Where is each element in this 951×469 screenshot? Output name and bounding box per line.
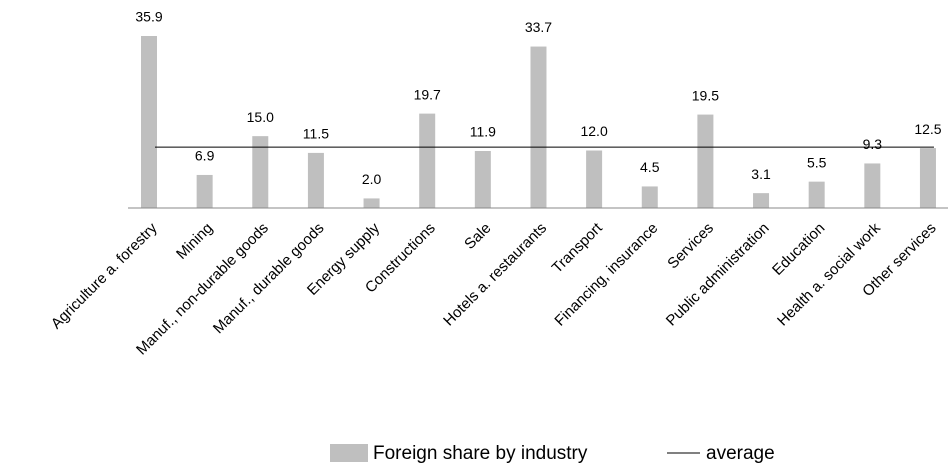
bar bbox=[196, 174, 213, 208]
bar bbox=[141, 36, 157, 208]
data-label: 3.1 bbox=[751, 166, 771, 182]
bar bbox=[641, 186, 658, 208]
data-label: 35.9 bbox=[135, 9, 162, 25]
legend-label: Foreign share by industry bbox=[373, 443, 588, 464]
x-tick-label: Hotels a. restaurants bbox=[440, 220, 550, 330]
x-tick-label: Services bbox=[664, 220, 717, 273]
bar bbox=[530, 46, 547, 208]
bar bbox=[586, 150, 603, 208]
bar bbox=[363, 198, 380, 208]
bar bbox=[419, 113, 436, 208]
bar bbox=[474, 150, 491, 208]
bar bbox=[697, 114, 714, 208]
data-label: 15.0 bbox=[247, 109, 274, 125]
legend-label: average bbox=[706, 443, 775, 464]
legend-swatch bbox=[330, 444, 368, 462]
data-label: 11.5 bbox=[303, 126, 329, 142]
data-label: 11.9 bbox=[470, 124, 496, 140]
x-tick-label: Health a. social work bbox=[774, 219, 884, 329]
x-tick-label: Manuf., durable goods bbox=[210, 220, 328, 338]
bar bbox=[919, 148, 936, 208]
data-label: 12.5 bbox=[914, 121, 941, 137]
data-label: 5.5 bbox=[807, 154, 827, 170]
x-tick-label: Public administration bbox=[663, 220, 773, 330]
x-tick-label: Agriculture a. forestry bbox=[48, 219, 161, 332]
bar bbox=[753, 193, 770, 208]
x-tick-label: Transport bbox=[549, 219, 607, 277]
data-label: 19.7 bbox=[414, 86, 441, 102]
data-label: 12.0 bbox=[580, 123, 607, 139]
x-tick-label: Education bbox=[769, 220, 828, 279]
x-tick-label: Sale bbox=[461, 220, 494, 253]
data-label: 6.9 bbox=[195, 148, 215, 164]
bar bbox=[252, 136, 269, 208]
data-label: 9.3 bbox=[863, 136, 883, 152]
data-label: 4.5 bbox=[640, 159, 660, 175]
bar bbox=[864, 163, 881, 208]
bar bbox=[307, 152, 324, 208]
data-label: 2.0 bbox=[362, 171, 382, 187]
x-tick-label: Mining bbox=[173, 220, 216, 263]
data-label: 19.5 bbox=[692, 87, 719, 103]
data-label: 33.7 bbox=[525, 19, 552, 35]
x-tick-label: Financing, insurance bbox=[551, 220, 661, 330]
bar bbox=[808, 181, 825, 208]
